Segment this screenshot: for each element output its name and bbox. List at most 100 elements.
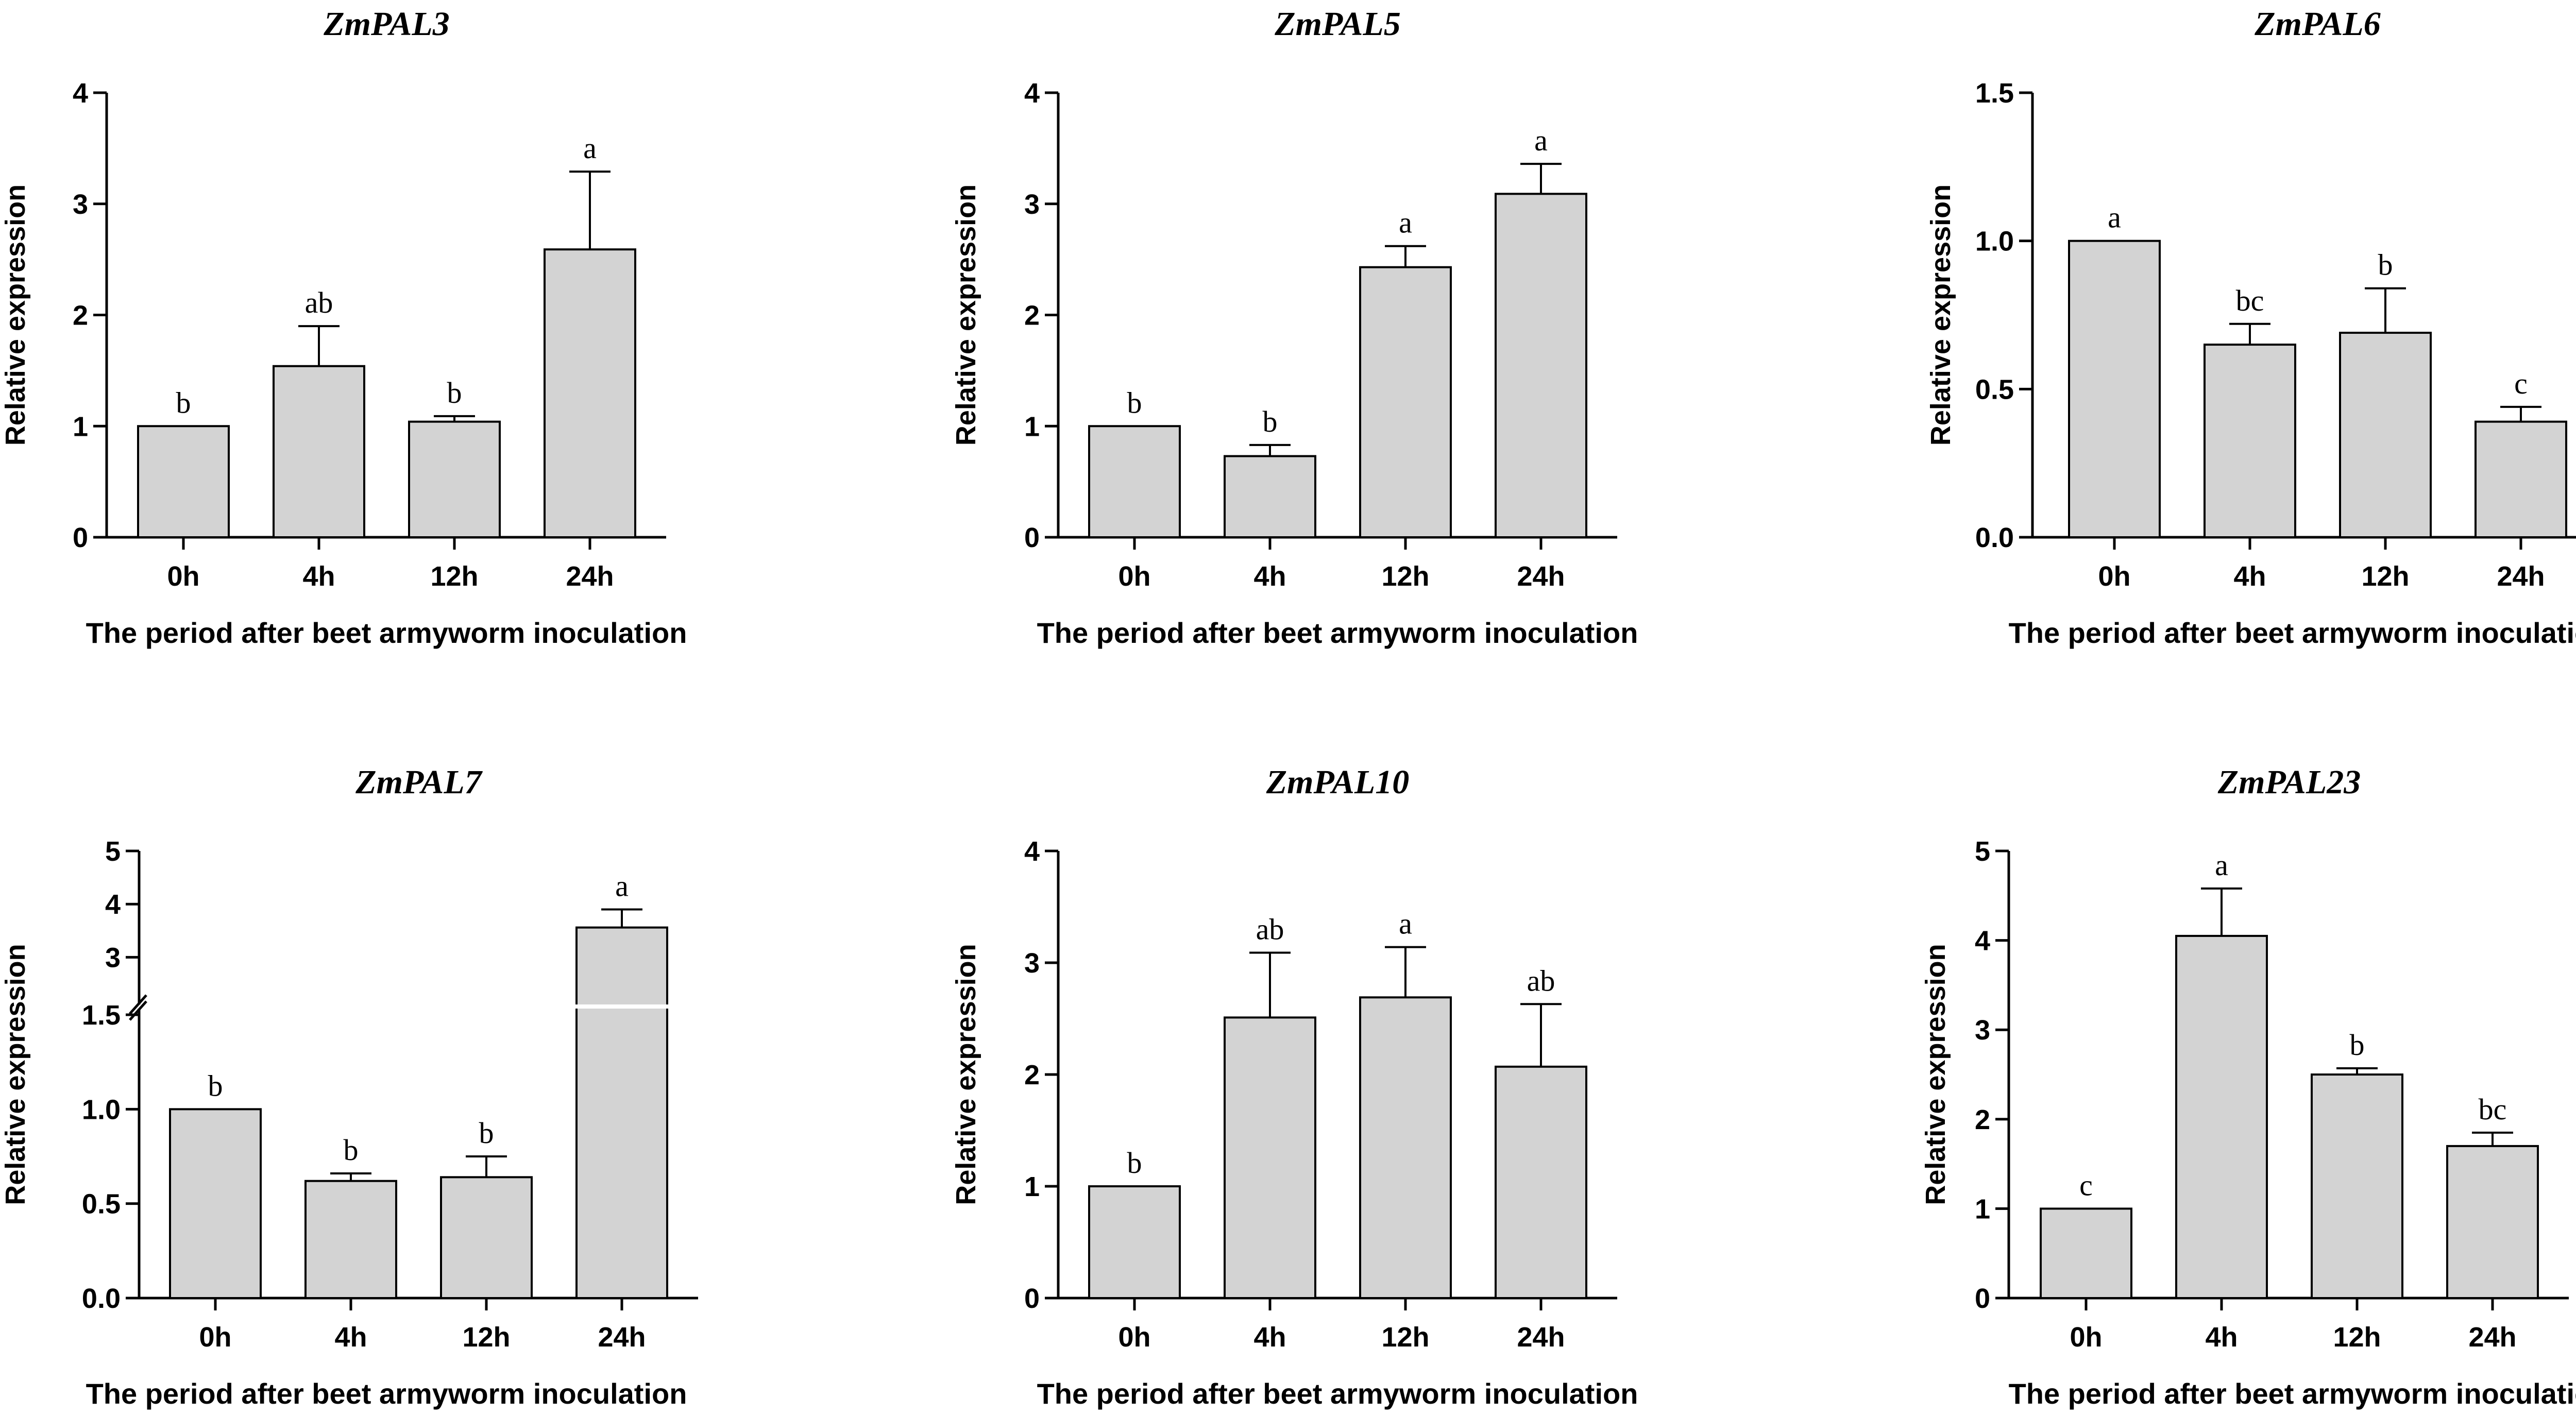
significance-letter: a — [583, 131, 597, 165]
significance-letter: b — [2378, 248, 2393, 282]
x-tick-label: 24h — [598, 1322, 646, 1353]
x-tick-label: 24h — [2468, 1322, 2516, 1353]
y-tick-label: 2 — [1024, 1060, 1040, 1090]
significance-letter: a — [1399, 907, 1412, 941]
x-tick-label: 12h — [462, 1322, 510, 1353]
bar-12h — [2311, 1073, 2403, 1299]
significance-letter: b — [344, 1133, 359, 1167]
x-tick-label: 4h — [1253, 561, 1286, 592]
x-tick-label: 0h — [167, 561, 199, 592]
y-tick-label: 5 — [105, 836, 121, 867]
x-tick-label: 24h — [2497, 561, 2545, 592]
y-tick-label: 0.0 — [1975, 522, 2014, 553]
chart-panel-zmpal23: ZmPAL23 0 1 2 3 4 5 Relative expression c 0h a 4h b 1… — [1920, 763, 2576, 1410]
x-tick-label: 4h — [302, 561, 335, 592]
x-tick-label: 12h — [2361, 561, 2409, 592]
y-axis-label: Relative expression — [0, 944, 31, 1205]
y-tick-label: 2 — [1024, 300, 1040, 331]
bar-24h — [544, 248, 636, 538]
y-tick-label: 4 — [1975, 926, 1990, 957]
y-tick-label: 3 — [1024, 948, 1040, 979]
bar-0h — [2068, 240, 2161, 538]
chart-panel-zmpal7: ZmPAL7 0.0 0.5 1.0 1.5 3 4 5 Relative expression… — [0, 763, 698, 1410]
chart-title: ZmPAL5 — [1274, 5, 1400, 43]
chart-title: ZmPAL7 — [355, 763, 483, 801]
bar-24h — [1495, 193, 1587, 538]
x-tick-label: 0h — [2098, 561, 2130, 592]
chart-title: ZmPAL10 — [1266, 763, 1409, 801]
x-tick-label: 4h — [2233, 561, 2266, 592]
y-tick-label: 3 — [73, 189, 88, 220]
significance-letter: b — [1263, 405, 1278, 438]
significance-letter: bc — [2236, 284, 2264, 317]
bar-24h — [1495, 1065, 1587, 1300]
x-tick-label: 4h — [334, 1322, 367, 1353]
significance-letter: c — [2514, 367, 2528, 400]
x-tick-label: 24h — [1517, 561, 1565, 592]
y-tick-label: 1 — [1975, 1194, 1990, 1224]
significance-letter: bc — [2479, 1093, 2507, 1126]
y-tick-label: 1 — [1024, 411, 1040, 442]
y-tick-label: 0 — [1024, 522, 1040, 553]
significance-letter: ab — [1256, 912, 1284, 946]
y-tick-label: 3 — [1024, 189, 1040, 220]
significance-letter: a — [2108, 201, 2121, 234]
x-axis-label: The period after beet armyworm inoculati… — [2009, 1377, 2576, 1410]
axis-break-mark — [129, 1000, 147, 1021]
bar-12h — [440, 1176, 533, 1299]
y-tick-label: 4 — [1024, 78, 1040, 109]
significance-letter: b — [208, 1069, 223, 1102]
significance-letter: b — [447, 376, 462, 410]
bar-4h — [273, 365, 365, 538]
y-tick-label: 0.5 — [1975, 374, 2014, 405]
y-tick-label: 1.5 — [1975, 78, 2014, 109]
chart-title: ZmPAL3 — [323, 5, 449, 43]
bar-4h — [2175, 934, 2268, 1300]
chart-panel-zmpal10: ZmPAL10 0 1 2 3 4 Relative expression b 0h ab 4h a 1… — [951, 763, 1638, 1410]
bar-12h — [408, 420, 501, 538]
x-tick-label: 0h — [2070, 1322, 2102, 1353]
axis-break-mark — [129, 994, 147, 1015]
x-axis-label: The period after beet armyworm inoculati… — [2009, 617, 2576, 649]
bar-4h — [1224, 455, 1316, 538]
significance-letter: a — [615, 870, 629, 903]
significance-letter: a — [1399, 206, 1412, 240]
bar-24h — [2446, 1145, 2539, 1299]
significance-letter: ab — [305, 286, 333, 319]
y-tick-label: 0 — [1975, 1283, 1990, 1314]
significance-letter: b — [479, 1116, 494, 1150]
x-tick-label: 12h — [2333, 1322, 2381, 1353]
chart-panel-zmpal6: ZmPAL6 0.0 0.5 1.0 1.5 Relative expression a 0h… — [1925, 5, 2576, 649]
significance-letter: b — [176, 386, 191, 419]
x-tick-label: 4h — [1253, 1322, 1286, 1353]
x-axis-label: The period after beet armyworm inoculati… — [86, 1377, 687, 1410]
y-axis-label: Relative expression — [1920, 944, 1951, 1205]
x-tick-label: 12h — [1381, 1322, 1429, 1353]
x-axis-label: The period after beet armyworm inoculati… — [1037, 1377, 1638, 1410]
y-axis-label: Relative expression — [1925, 184, 1956, 446]
y-tick-label: 2 — [1975, 1104, 1990, 1135]
y-tick-label: 0.5 — [82, 1189, 121, 1220]
bar-12h — [1359, 266, 1452, 538]
bar-24h — [575, 926, 668, 1300]
y-tick-label: 4 — [105, 889, 121, 920]
y-tick-label: 1 — [73, 411, 88, 442]
bar-12h — [2339, 332, 2432, 539]
y-tick-label: 4 — [1024, 836, 1040, 867]
y-tick-label: 1.0 — [82, 1094, 121, 1125]
x-tick-label: 12h — [1381, 561, 1429, 592]
y-axis-label: Relative expression — [0, 184, 31, 446]
y-axis-label: Relative expression — [951, 184, 981, 446]
bar-12h — [1359, 996, 1452, 1299]
y-tick-label: 1.0 — [1975, 226, 2014, 257]
chart-title: ZmPAL6 — [2254, 5, 2380, 43]
x-axis-label: The period after beet armyworm inoculati… — [86, 617, 687, 649]
bar-0h — [137, 425, 230, 538]
chart-panel-zmpal5: ZmPAL5 0 1 2 3 4 Relative expression b 0h b 4h a 12h… — [951, 5, 1638, 649]
y-tick-label: 2 — [73, 300, 88, 331]
bar-4h — [304, 1180, 397, 1300]
bar-break-gap — [575, 1004, 669, 1009]
y-tick-label: 5 — [1975, 836, 1990, 867]
bar-24h — [2475, 420, 2567, 538]
chart-title: ZmPAL23 — [2217, 763, 2361, 801]
